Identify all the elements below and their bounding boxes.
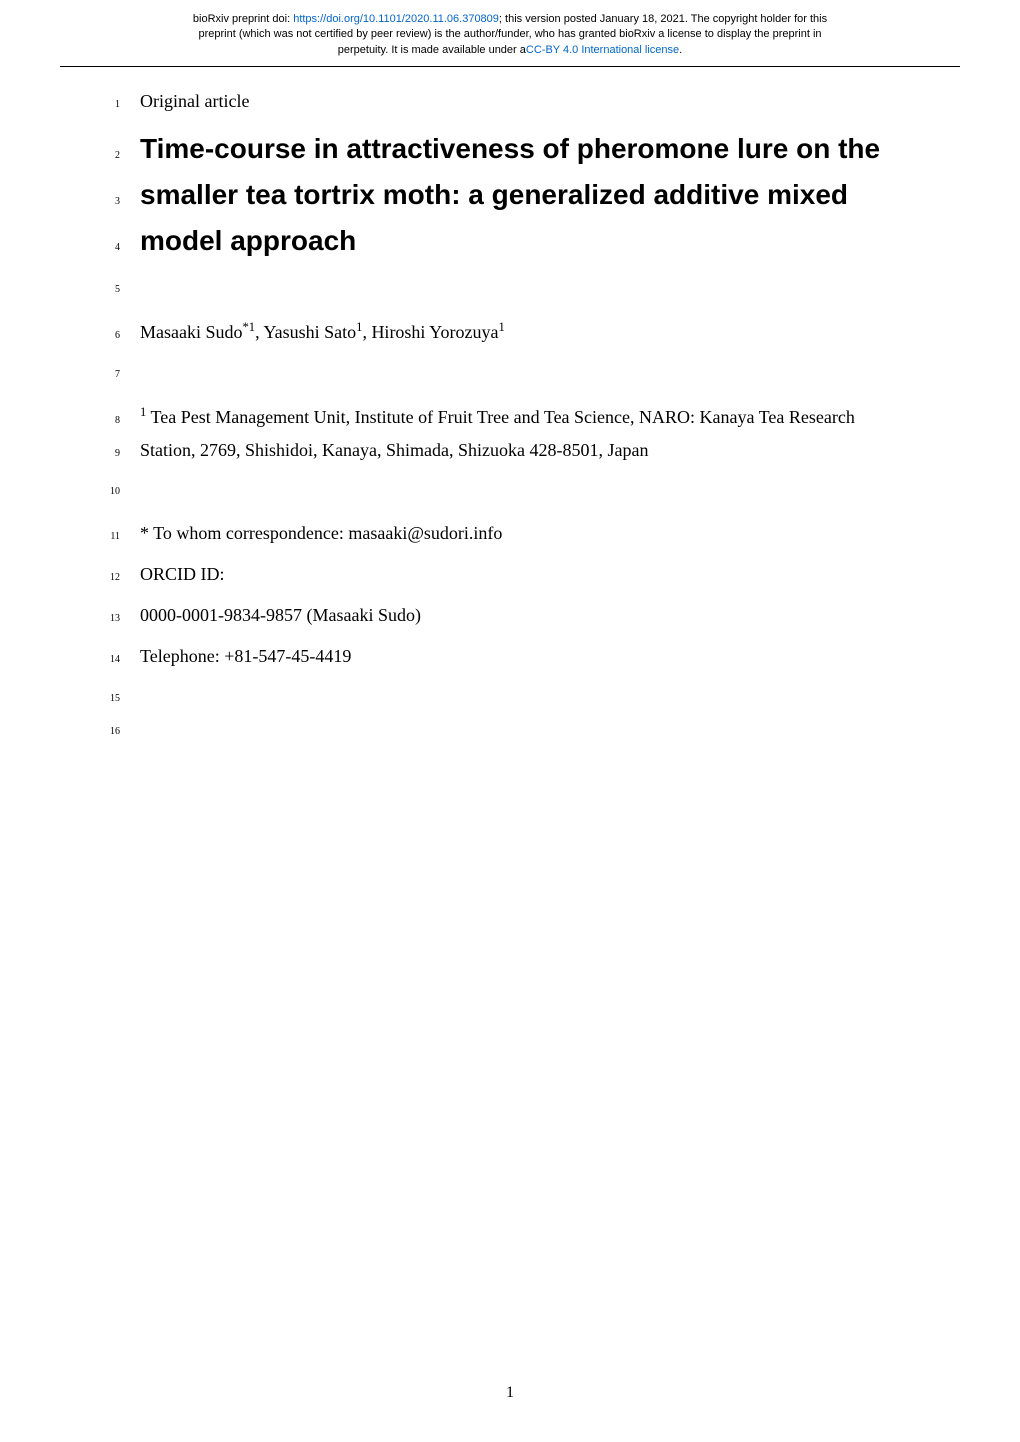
document-content: 1 Original article 2 Time-course in attr… — [0, 87, 1020, 736]
spacer — [90, 675, 930, 693]
line-number: 8 — [90, 415, 120, 426]
spacer — [90, 299, 930, 317]
spacer — [90, 120, 930, 128]
telephone-line: Telephone: +81-547-45-4419 — [140, 642, 930, 671]
author-name: Yasushi Sato — [263, 322, 356, 342]
license-link[interactable]: CC-BY 4.0 International license — [526, 44, 679, 56]
line-row: 14 Telephone: +81-547-45-4419 — [90, 642, 930, 671]
line-number: 1 — [90, 99, 120, 110]
spacer — [90, 634, 930, 642]
affiliation-line: 1 Tea Pest Management Unit, Institute of… — [140, 402, 930, 432]
correspondence-line: * To whom correspondence: masaaki@sudori… — [140, 519, 930, 548]
line-number: 11 — [90, 531, 120, 542]
line-row: 6 Masaaki Sudo*1, Yasushi Sato1, Hiroshi… — [90, 317, 930, 347]
author-sup: 1 — [356, 320, 362, 334]
author-sup: *1 — [243, 320, 256, 334]
author-line: Masaaki Sudo*1, Yasushi Sato1, Hiroshi Y… — [140, 317, 930, 347]
author-name: Hiroshi Yorozuya — [371, 322, 498, 342]
line-row: 5 — [90, 284, 930, 295]
preprint-header: bioRxiv preprint doi: https://doi.org/10… — [0, 0, 1020, 66]
line-row: 11 * To whom correspondence: masaaki@sud… — [90, 519, 930, 548]
spacer — [90, 351, 930, 369]
line-row: 12 ORCID ID: — [90, 560, 930, 589]
article-type: Original article — [140, 87, 930, 116]
line-row: 16 — [90, 726, 930, 737]
spacer — [90, 593, 930, 601]
line-number: 4 — [90, 242, 120, 253]
line-number: 10 — [90, 486, 120, 497]
author-name: Masaaki Sudo — [140, 322, 243, 342]
title-line: Time-course in attractiveness of pheromo… — [140, 128, 930, 170]
line-row: 2 Time-course in attractiveness of phero… — [90, 128, 930, 170]
line-number: 2 — [90, 150, 120, 161]
affiliation-line2: Station, 2769, Shishidoi, Kanaya, Shimad… — [140, 436, 930, 465]
line-number: 13 — [90, 613, 120, 624]
spacer — [90, 266, 930, 284]
line-number: 5 — [90, 284, 120, 295]
author-sup: 1 — [498, 320, 504, 334]
line-row: 13 0000-0001-9834-9857 (Masaaki Sudo) — [90, 601, 930, 630]
line-row: 4 model approach — [90, 220, 930, 262]
line-number: 9 — [90, 448, 120, 459]
line-row: 15 — [90, 693, 930, 704]
line-row: 9 Station, 2769, Shishidoi, Kanaya, Shim… — [90, 436, 930, 465]
header-line3-prefix: perpetuity. It is made available under a — [338, 44, 526, 56]
page-number: 1 — [506, 1384, 514, 1402]
affiliation-text: Tea Pest Management Unit, Institute of F… — [146, 407, 855, 427]
line-number: 3 — [90, 196, 120, 207]
spacer — [90, 468, 930, 486]
line-row: 8 1 Tea Pest Management Unit, Institute … — [90, 402, 930, 432]
line-row: 7 — [90, 369, 930, 380]
spacer — [90, 708, 930, 726]
orcid-value: 0000-0001-9834-9857 (Masaaki Sudo) — [140, 601, 930, 630]
line-number: 12 — [90, 572, 120, 583]
header-line3-suffix: . — [679, 44, 682, 56]
line-number: 6 — [90, 330, 120, 341]
line-row: 1 Original article — [90, 87, 930, 116]
title-line: model approach — [140, 220, 930, 262]
header-divider — [60, 66, 960, 67]
line-row: 10 — [90, 486, 930, 497]
spacer — [90, 384, 930, 402]
line-number: 16 — [90, 726, 120, 737]
line-number: 14 — [90, 654, 120, 665]
header-line2: preprint (which was not certified by pee… — [198, 28, 821, 40]
line-number: 15 — [90, 693, 120, 704]
line-row: 3 smaller tea tortrix moth: a generalize… — [90, 174, 930, 216]
orcid-label: ORCID ID: — [140, 560, 930, 589]
header-text-prefix: bioRxiv preprint doi: — [193, 13, 293, 25]
doi-link[interactable]: https://doi.org/10.1101/2020.11.06.37080… — [293, 13, 499, 25]
header-text-suffix1: ; this version posted January 18, 2021. … — [499, 13, 827, 25]
title-line: smaller tea tortrix moth: a generalized … — [140, 174, 930, 216]
spacer — [90, 501, 930, 519]
spacer — [90, 552, 930, 560]
line-number: 7 — [90, 369, 120, 380]
